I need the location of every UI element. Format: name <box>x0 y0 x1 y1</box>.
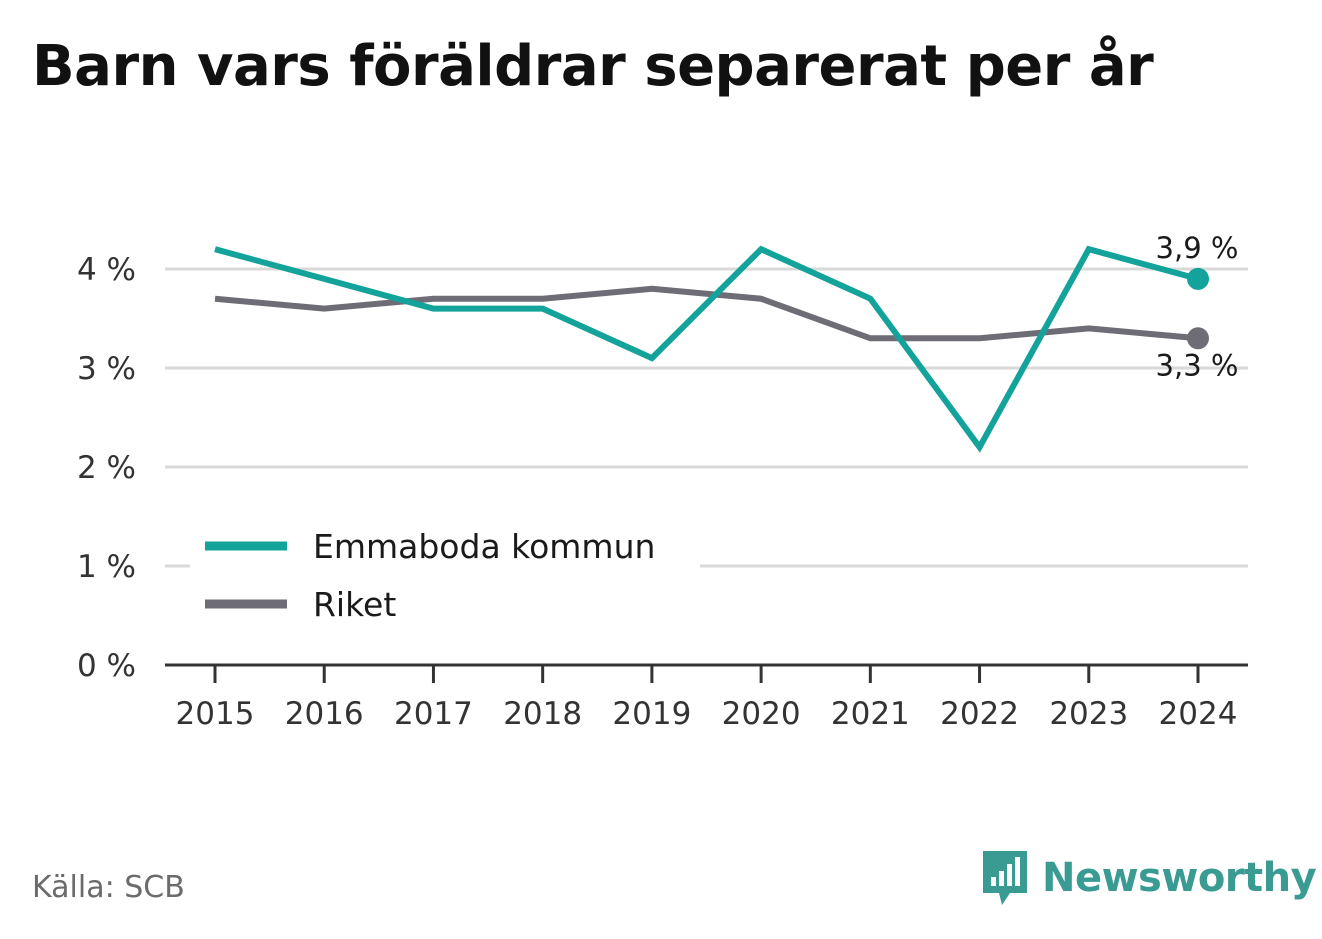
x-tick-label: 2020 <box>722 696 801 732</box>
brand-logo: Newsworthy <box>980 848 1317 908</box>
x-tick-label: 2018 <box>503 696 582 732</box>
y-axis-ticks: 0 % 1 % 2 % 3 % 4 % <box>77 252 136 684</box>
chart-title: Barn vars föräldrar separerat per år <box>32 34 1154 99</box>
x-tick-label: 2024 <box>1159 696 1238 732</box>
brand-name: Newsworthy <box>1042 855 1317 901</box>
x-tick-label: 2017 <box>394 696 473 732</box>
series-line <box>214 285 1199 342</box>
x-axis: 2015 2016 2017 2018 2019 2020 2021 2022 2023 2024 <box>165 663 1248 732</box>
source-note: Källa: SCB <box>32 870 185 905</box>
x-tick-label: 2023 <box>1049 696 1128 732</box>
y-tick-label: 4 % <box>77 252 136 288</box>
y-tick-label: 3 % <box>77 351 136 387</box>
newsworthy-logo-icon <box>983 851 1027 905</box>
y-tick-label: 0 % <box>77 648 136 684</box>
x-tick-label: 2016 <box>285 696 364 732</box>
x-tick-label: 2022 <box>940 696 1019 732</box>
line-chart: 0 % 1 % 2 % 3 % 4 % 2015 2016 2017 2018 2019 2020… <box>77 231 1248 732</box>
y-tick-label: 2 % <box>77 450 136 486</box>
x-tick-label: 2021 <box>831 696 910 732</box>
x-tick-label: 2019 <box>612 696 691 732</box>
series-lines <box>214 245 1209 453</box>
legend-label: Riket <box>313 585 396 624</box>
series-end-label: 3,9 % <box>1156 231 1239 265</box>
legend-label: Emmaboda kommun <box>313 527 655 566</box>
series-end-marker <box>1187 327 1209 350</box>
end-labels: 3,9 % 3,3 % <box>1156 231 1239 382</box>
x-tick-label: 2015 <box>176 696 255 732</box>
y-tick-label: 1 % <box>77 549 136 585</box>
series-end-marker <box>1187 267 1209 290</box>
series-end-label: 3,3 % <box>1156 348 1239 382</box>
series-line <box>214 245 1199 453</box>
legend: Emmaboda kommun Riket <box>190 520 700 624</box>
